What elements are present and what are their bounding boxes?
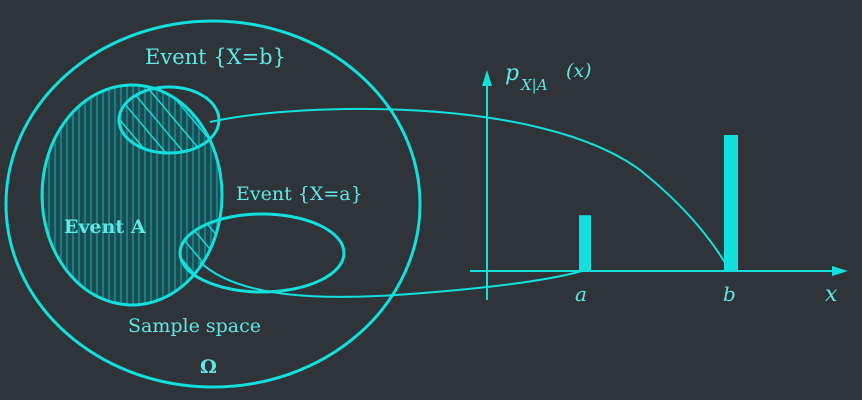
mapping-curve-b	[209, 107, 731, 272]
y-axis-arrow	[482, 70, 492, 86]
sample-space-ellipse	[4, 19, 422, 389]
y-axis-label-main: p	[505, 61, 519, 86]
pmf-bar-a	[579, 215, 591, 271]
x-axis-label: x	[825, 282, 838, 307]
event-b-label: Event {X=b}	[145, 45, 286, 69]
y-axis-label-sub: X|A	[520, 76, 548, 94]
y-axis-label-arg: (x)	[566, 60, 592, 82]
x-tick-a: a	[575, 282, 587, 306]
pmf-bars	[579, 135, 738, 271]
event-a-x-label: Event {X=a}	[236, 183, 363, 205]
omega-label: Ω	[200, 356, 217, 378]
sample-space-label: Sample space	[128, 315, 261, 337]
y-axis-label: p X|A (x)	[505, 60, 592, 94]
mapping-curve-a	[199, 261, 583, 298]
x-axis-arrow	[832, 266, 848, 276]
x-tick-b: b	[723, 282, 736, 306]
event-A-label: Event A	[64, 216, 146, 238]
pmf-bar-b	[724, 135, 738, 271]
